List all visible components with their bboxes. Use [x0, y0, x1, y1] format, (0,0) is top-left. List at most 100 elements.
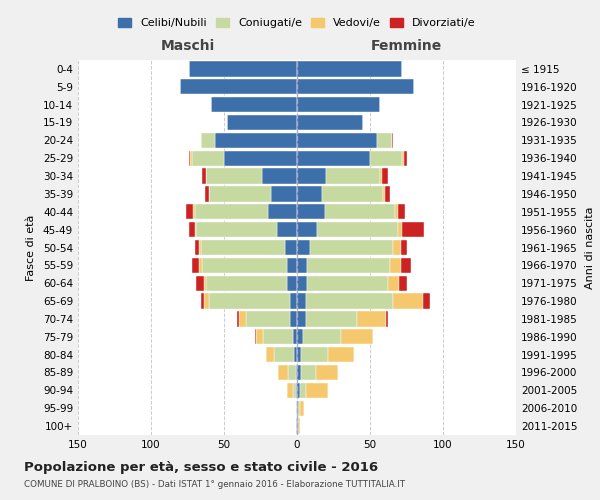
Bar — [195, 222, 196, 237]
Bar — [297, 418, 298, 434]
Bar — [301, 365, 316, 380]
Bar — [383, 186, 385, 202]
Bar — [297, 204, 325, 220]
Bar — [199, 258, 202, 273]
Bar — [203, 294, 209, 308]
Bar — [199, 240, 200, 255]
Bar — [300, 383, 306, 398]
Bar — [297, 168, 326, 184]
Bar — [297, 186, 322, 202]
Bar — [394, 240, 401, 255]
Bar — [224, 150, 297, 166]
Bar — [404, 150, 407, 166]
Bar — [288, 365, 296, 380]
Bar — [401, 240, 407, 255]
Bar — [266, 347, 274, 362]
Bar — [401, 258, 411, 273]
Bar — [200, 240, 286, 255]
Bar — [392, 133, 394, 148]
Bar — [290, 312, 297, 326]
Bar — [200, 294, 203, 308]
Bar — [268, 204, 297, 220]
Bar — [206, 276, 287, 291]
Bar — [298, 400, 300, 416]
Bar — [256, 329, 263, 344]
Bar — [274, 347, 294, 362]
Bar — [192, 258, 199, 273]
Bar — [357, 312, 386, 326]
Bar — [294, 347, 297, 362]
Bar — [399, 276, 407, 291]
Bar — [296, 365, 297, 380]
Bar — [303, 329, 341, 344]
Bar — [385, 186, 391, 202]
Bar — [246, 312, 290, 326]
Bar — [297, 150, 370, 166]
Bar — [297, 79, 414, 94]
Bar — [398, 204, 405, 220]
Bar — [297, 312, 306, 326]
Bar — [370, 150, 402, 166]
Bar — [307, 258, 391, 273]
Bar — [297, 240, 310, 255]
Bar — [297, 365, 301, 380]
Bar — [195, 204, 268, 220]
Bar — [297, 383, 300, 398]
Bar — [239, 312, 246, 326]
Bar — [211, 97, 297, 112]
Bar — [189, 150, 190, 166]
Bar — [297, 62, 402, 76]
Bar — [202, 258, 287, 273]
Bar — [306, 312, 357, 326]
Bar — [293, 329, 297, 344]
Bar — [328, 347, 354, 362]
Bar — [287, 258, 297, 273]
Bar — [306, 294, 394, 308]
Legend: Celibi/Nubili, Coniugati/e, Vedovi/e, Divorziati/e: Celibi/Nubili, Coniugati/e, Vedovi/e, Di… — [114, 13, 480, 32]
Bar — [193, 204, 195, 220]
Bar — [398, 222, 402, 237]
Bar — [300, 400, 304, 416]
Bar — [196, 276, 203, 291]
Bar — [195, 240, 199, 255]
Bar — [277, 222, 297, 237]
Bar — [402, 222, 424, 237]
Bar — [278, 365, 288, 380]
Bar — [326, 168, 380, 184]
Bar — [310, 240, 394, 255]
Bar — [307, 276, 388, 291]
Bar — [306, 383, 328, 398]
Bar — [395, 204, 398, 220]
Bar — [297, 347, 301, 362]
Bar — [296, 400, 297, 416]
Bar — [290, 294, 297, 308]
Bar — [237, 312, 239, 326]
Bar — [263, 329, 293, 344]
Bar — [391, 258, 401, 273]
Bar — [297, 400, 298, 416]
Bar — [190, 150, 192, 166]
Bar — [254, 329, 256, 344]
Text: Maschi: Maschi — [160, 39, 215, 53]
Bar — [192, 150, 224, 166]
Bar — [394, 294, 422, 308]
Y-axis label: Anni di nascita: Anni di nascita — [584, 206, 595, 289]
Bar — [296, 418, 297, 434]
Bar — [322, 186, 383, 202]
Bar — [402, 150, 404, 166]
Bar — [293, 383, 296, 398]
Bar — [262, 168, 297, 184]
Bar — [189, 222, 195, 237]
Bar — [297, 258, 307, 273]
Bar — [202, 168, 206, 184]
Bar — [227, 115, 297, 130]
Bar — [287, 276, 297, 291]
Bar — [297, 115, 362, 130]
Bar — [422, 294, 430, 308]
Bar — [196, 222, 277, 237]
Bar — [341, 329, 373, 344]
Bar — [297, 133, 377, 148]
Bar — [297, 276, 307, 291]
Bar — [206, 168, 262, 184]
Bar — [297, 294, 306, 308]
